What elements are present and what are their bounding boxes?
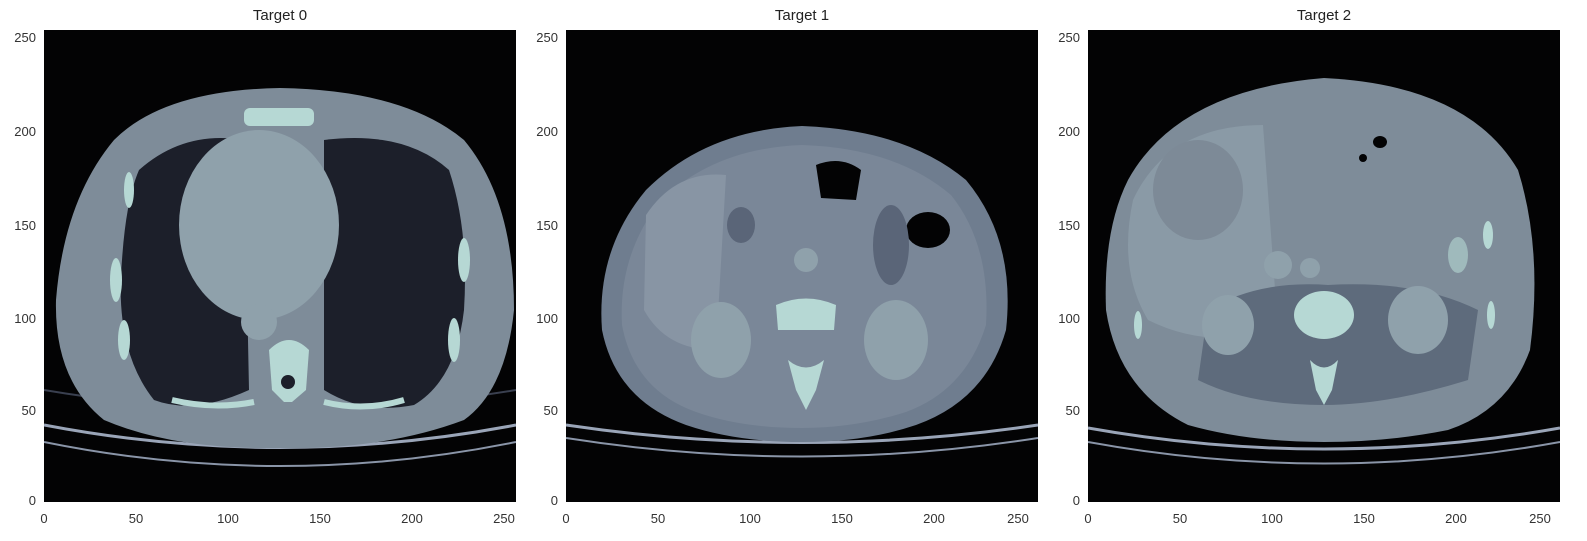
panel-title: Target 2 bbox=[1296, 7, 1352, 24]
x-tick: 250 bbox=[1529, 511, 1551, 526]
x-tick: 200 bbox=[401, 511, 423, 526]
y-tick: 100 bbox=[1058, 311, 1080, 326]
y-tick: 50 bbox=[21, 403, 36, 418]
x-tick: 50 bbox=[1172, 511, 1188, 526]
panel-target-0: Target 0 bbox=[0, 0, 520, 541]
x-tick: 200 bbox=[1445, 511, 1467, 526]
x-tick: 0 bbox=[562, 511, 570, 526]
y-tick: 0 bbox=[550, 493, 558, 508]
ct-image-abdomen-1 bbox=[566, 30, 1038, 502]
x-tick: 150 bbox=[309, 511, 331, 526]
y-tick: 150 bbox=[1058, 218, 1080, 233]
x-tick: 100 bbox=[739, 511, 761, 526]
panel-title: Target 0 bbox=[252, 7, 308, 24]
x-tick: 200 bbox=[923, 511, 945, 526]
y-tick: 150 bbox=[14, 218, 36, 233]
y-tick: 50 bbox=[543, 403, 558, 418]
x-tick: 250 bbox=[493, 511, 515, 526]
y-tick: 100 bbox=[536, 311, 558, 326]
y-tick: 150 bbox=[536, 218, 558, 233]
ct-image-abdomen-2 bbox=[1088, 30, 1560, 502]
x-tick: 150 bbox=[1353, 511, 1375, 526]
y-tick: 250 bbox=[536, 30, 558, 45]
y-tick: 50 bbox=[1065, 403, 1080, 418]
y-tick: 250 bbox=[1058, 30, 1080, 45]
y-tick: 200 bbox=[14, 124, 36, 139]
x-tick: 100 bbox=[217, 511, 239, 526]
y-tick: 250 bbox=[14, 30, 36, 45]
y-tick: 200 bbox=[1058, 124, 1080, 139]
x-tick: 100 bbox=[1261, 511, 1283, 526]
x-tick: 0 bbox=[40, 511, 48, 526]
ct-image-chest bbox=[44, 30, 516, 502]
x-tick: 150 bbox=[831, 511, 853, 526]
x-tick: 0 bbox=[1084, 511, 1092, 526]
y-tick: 200 bbox=[536, 124, 558, 139]
y-tick: 0 bbox=[1072, 493, 1080, 508]
x-tick: 50 bbox=[128, 511, 144, 526]
panel-target-2: Target 2 bbox=[1044, 0, 1564, 541]
y-tick: 0 bbox=[28, 493, 36, 508]
x-tick: 50 bbox=[650, 511, 666, 526]
y-tick: 100 bbox=[14, 311, 36, 326]
panel-title: Target 1 bbox=[774, 7, 830, 24]
panel-target-1: Target 1 250 200 150 1 bbox=[522, 0, 1042, 541]
x-tick: 250 bbox=[1007, 511, 1029, 526]
